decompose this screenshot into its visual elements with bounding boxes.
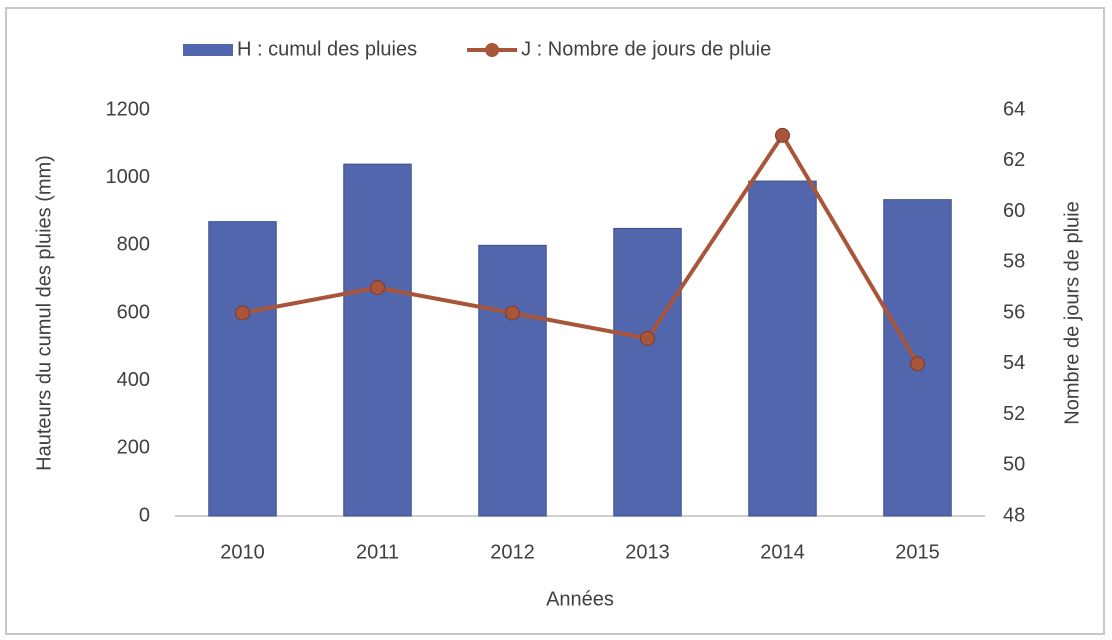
y2-tick-label: 56 <box>1003 301 1025 323</box>
line-marker <box>235 305 250 321</box>
x-axis-label: Années <box>546 588 614 610</box>
y2-tick-label: 54 <box>1003 352 1025 374</box>
x-tick-label: 2011 <box>356 541 399 563</box>
bar <box>478 244 547 517</box>
y-tick-label: 400 <box>117 369 150 391</box>
y2-tick-label: 52 <box>1003 403 1025 425</box>
y-tick-label: 0 <box>139 504 150 526</box>
line-marker <box>910 356 925 372</box>
y-tick-label: 1000 <box>106 166 151 188</box>
y2-axis-label: Nombre de jours de pluie <box>1061 201 1083 424</box>
y2-tick-label: 48 <box>1003 504 1025 526</box>
bar <box>343 163 412 517</box>
x-tick-label: 2015 <box>895 541 940 563</box>
y-axis-label: Hauteurs du cumul des pluies (mm) <box>33 155 55 471</box>
legend-swatch <box>485 43 500 57</box>
line-marker <box>640 330 655 346</box>
y2-tick-label: 62 <box>1003 149 1025 171</box>
x-tick-label: 2010 <box>220 541 265 563</box>
y2-tick-label: 50 <box>1003 454 1025 476</box>
y-tick-label: 200 <box>117 437 150 459</box>
x-tick-label: 2014 <box>760 541 805 563</box>
y2-tick-label: 64 <box>1003 98 1025 120</box>
line <box>242 131 920 365</box>
y-tick-label: 1200 <box>106 98 151 120</box>
y2-tick-label: 60 <box>1003 200 1025 222</box>
line-marker <box>370 280 385 296</box>
x-tick-label: 2013 <box>625 541 670 563</box>
y-tick-label: 800 <box>117 234 150 256</box>
line-marker <box>775 127 790 143</box>
bar <box>208 221 277 517</box>
y-tick-label: 600 <box>117 301 150 323</box>
y2-tick-label: 58 <box>1003 251 1025 273</box>
legend-swatch <box>183 44 233 56</box>
x-tick-label: 2012 <box>490 541 535 563</box>
legend-label: H : cumul des pluies <box>237 38 417 60</box>
legend-label: J : Nombre de jours de pluie <box>521 38 771 60</box>
bar <box>748 180 817 517</box>
bar <box>613 227 682 517</box>
line-marker <box>505 305 520 321</box>
